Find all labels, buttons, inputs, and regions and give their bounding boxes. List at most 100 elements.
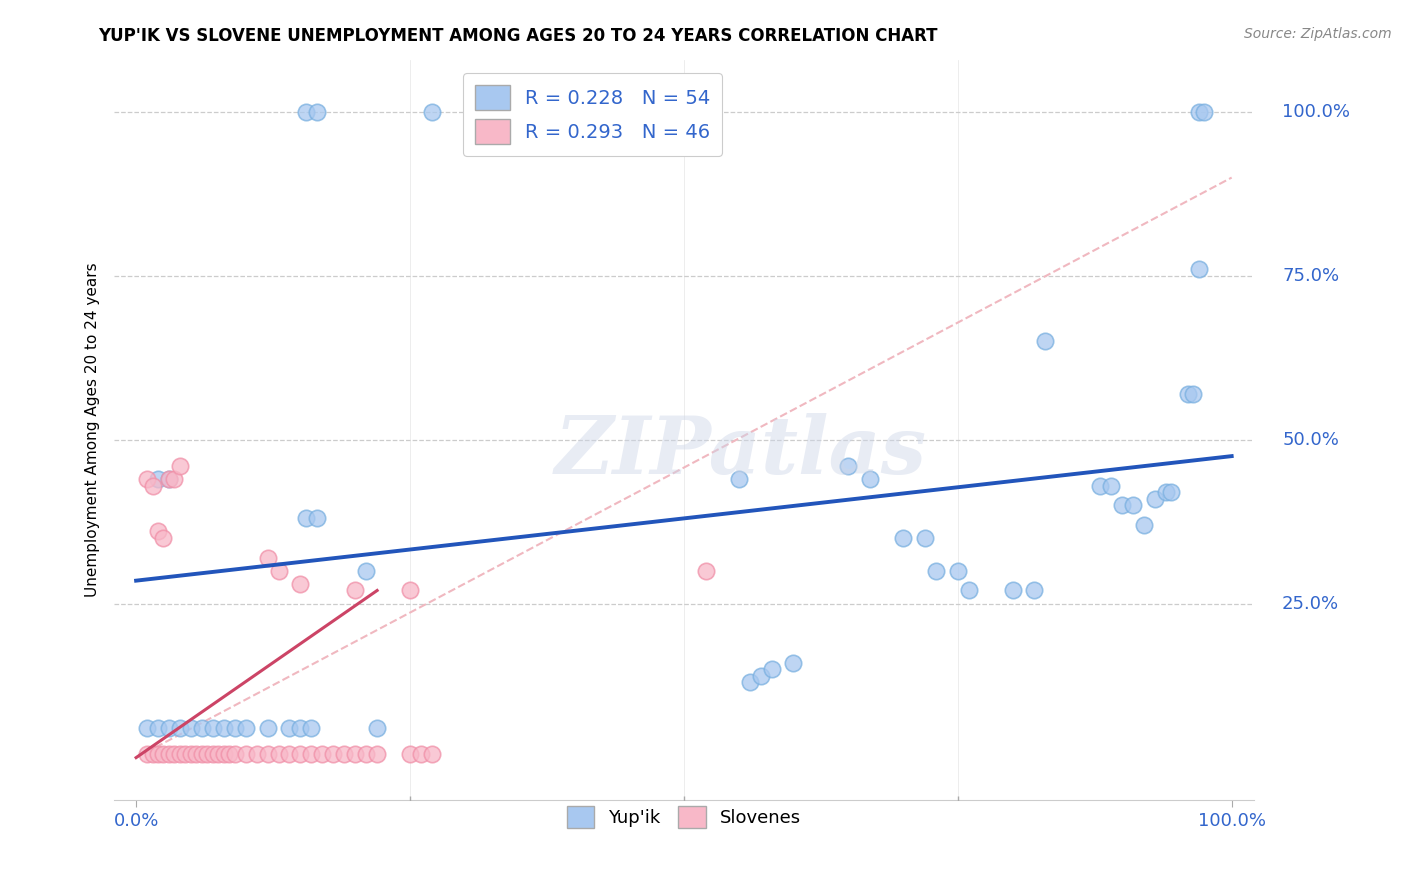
Point xyxy=(957,583,980,598)
Point xyxy=(354,564,377,578)
Point xyxy=(1182,387,1205,401)
Point xyxy=(191,721,214,735)
Point xyxy=(152,747,174,762)
Point xyxy=(195,747,218,762)
Point xyxy=(141,478,163,492)
Point xyxy=(218,747,240,762)
Point xyxy=(235,721,257,735)
Point xyxy=(146,747,169,762)
Point xyxy=(169,721,191,735)
Point xyxy=(295,105,318,120)
Text: Source: ZipAtlas.com: Source: ZipAtlas.com xyxy=(1244,27,1392,41)
Point xyxy=(891,531,914,545)
Point xyxy=(157,747,180,762)
Point xyxy=(1133,518,1156,533)
Point xyxy=(1188,105,1211,120)
Point xyxy=(224,721,246,735)
Point xyxy=(305,511,328,525)
Point xyxy=(420,747,443,762)
Point xyxy=(278,721,301,735)
Text: 75.0%: 75.0% xyxy=(1282,267,1339,285)
Point xyxy=(224,747,246,762)
Point xyxy=(246,747,269,762)
Point xyxy=(409,747,432,762)
Point xyxy=(278,747,301,762)
Text: YUP'IK VS SLOVENE UNEMPLOYMENT AMONG AGES 20 TO 24 YEARS CORRELATION CHART: YUP'IK VS SLOVENE UNEMPLOYMENT AMONG AGE… xyxy=(98,27,938,45)
Point xyxy=(837,458,859,473)
Point xyxy=(738,675,761,690)
Point xyxy=(311,747,333,762)
Point xyxy=(1177,387,1199,401)
Point xyxy=(201,747,224,762)
Point xyxy=(344,747,367,762)
Point xyxy=(1001,583,1024,598)
Point xyxy=(1122,498,1144,512)
Point xyxy=(212,721,235,735)
Point xyxy=(163,747,186,762)
Point xyxy=(859,472,882,486)
Point xyxy=(186,747,208,762)
Point xyxy=(399,747,422,762)
Point xyxy=(146,524,169,539)
Point xyxy=(256,721,278,735)
Point xyxy=(157,721,180,735)
Point xyxy=(201,721,224,735)
Point xyxy=(267,747,290,762)
Point xyxy=(295,511,318,525)
Text: 25.0%: 25.0% xyxy=(1282,595,1339,613)
Point xyxy=(212,747,235,762)
Point xyxy=(146,721,169,735)
Point xyxy=(727,472,749,486)
Point xyxy=(152,531,174,545)
Point xyxy=(1099,478,1122,492)
Point xyxy=(1188,262,1211,277)
Point xyxy=(290,721,312,735)
Point xyxy=(1035,334,1057,349)
Point xyxy=(267,564,290,578)
Point xyxy=(299,747,322,762)
Point xyxy=(695,564,717,578)
Point xyxy=(333,747,356,762)
Point xyxy=(235,747,257,762)
Point xyxy=(1154,485,1177,500)
Point xyxy=(782,656,804,670)
Point xyxy=(136,721,159,735)
Point xyxy=(1024,583,1046,598)
Point xyxy=(169,458,191,473)
Point xyxy=(914,531,936,545)
Y-axis label: Unemployment Among Ages 20 to 24 years: Unemployment Among Ages 20 to 24 years xyxy=(86,262,100,598)
Point xyxy=(1143,491,1166,506)
Point xyxy=(1194,105,1216,120)
Point xyxy=(344,583,367,598)
Point xyxy=(761,662,783,676)
Point xyxy=(163,472,186,486)
Point xyxy=(925,564,948,578)
Point xyxy=(136,472,159,486)
Point xyxy=(946,564,969,578)
Point xyxy=(305,105,328,120)
Point xyxy=(299,721,322,735)
Point xyxy=(256,550,278,565)
Point xyxy=(366,721,388,735)
Text: ZIPatlas: ZIPatlas xyxy=(555,413,927,491)
Point xyxy=(420,105,443,120)
Point xyxy=(256,747,278,762)
Point xyxy=(749,668,772,682)
Point xyxy=(207,747,229,762)
Point xyxy=(1111,498,1133,512)
Legend: Yup'ik, Slovenes: Yup'ik, Slovenes xyxy=(560,799,808,836)
Point xyxy=(191,747,214,762)
Point xyxy=(157,472,180,486)
Point xyxy=(290,747,312,762)
Point xyxy=(1160,485,1182,500)
Point xyxy=(146,472,169,486)
Text: 100.0%: 100.0% xyxy=(1282,103,1350,121)
Text: 50.0%: 50.0% xyxy=(1282,431,1339,449)
Point xyxy=(157,472,180,486)
Point xyxy=(354,747,377,762)
Point xyxy=(322,747,344,762)
Point xyxy=(180,721,202,735)
Point xyxy=(180,747,202,762)
Point xyxy=(290,577,312,591)
Point xyxy=(169,747,191,762)
